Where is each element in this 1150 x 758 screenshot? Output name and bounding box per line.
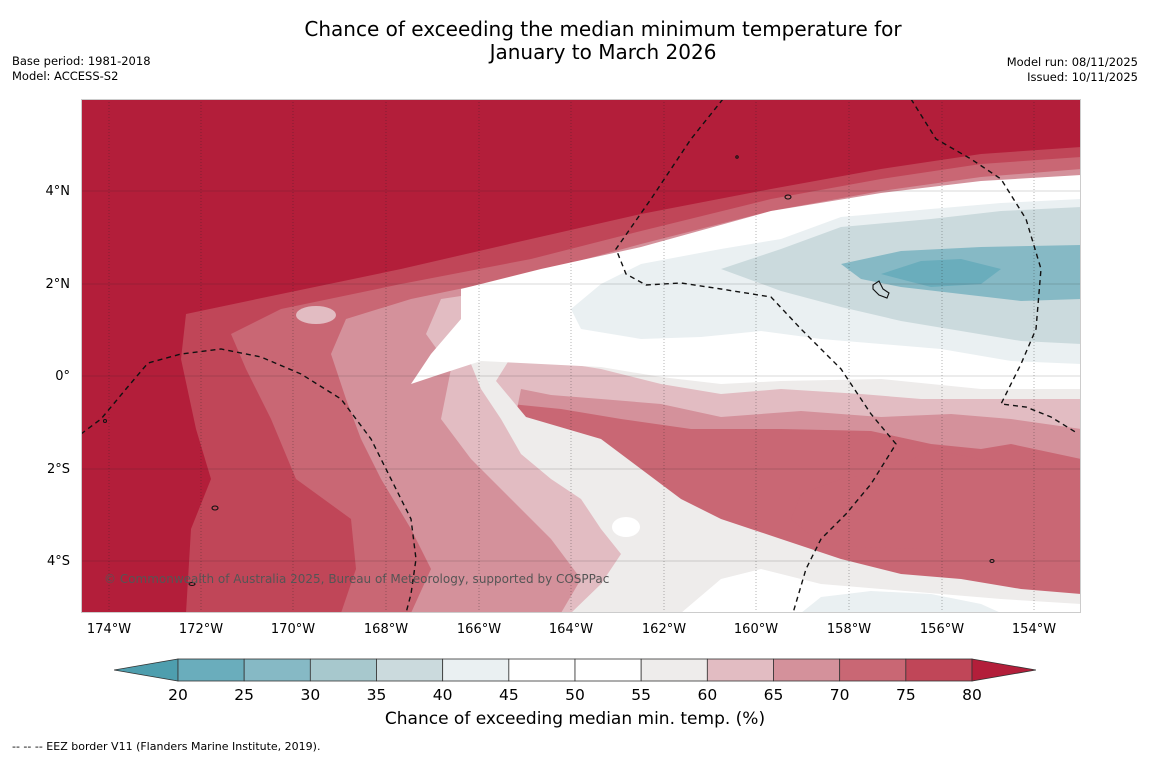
islands <box>102 155 995 587</box>
band-45-55-south <box>681 569 1081 613</box>
colorbar-tick-label: 45 <box>498 686 519 704</box>
forecast-map <box>80 98 1081 614</box>
lat-label: 2°N <box>45 277 71 292</box>
lon-label: 160°W <box>733 622 779 637</box>
colorbar-tick-label: 55 <box>631 686 652 704</box>
colorbar-segment <box>773 658 841 682</box>
band-40-45-south <box>801 591 1001 613</box>
colorbar-tick-label: 70 <box>829 686 850 704</box>
band-70-75-south <box>791 449 1081 613</box>
lon-label: 164°W <box>548 622 594 637</box>
copyright-note: © Commonwealth of Australia 2025, Bureau… <box>104 572 610 586</box>
title-line-2: January to March 2026 <box>489 40 717 64</box>
colorbar-tick-label: 20 <box>168 686 188 704</box>
colorbar-tick-label: 50 <box>565 686 585 704</box>
lon-label: 158°W <box>826 622 872 637</box>
lon-label: 162°W <box>641 622 687 637</box>
lon-label: 168°W <box>363 622 409 637</box>
colorbar-svg <box>113 658 1037 682</box>
colorbar-tick-label: 35 <box>366 686 387 704</box>
colorbar-segment <box>309 658 377 682</box>
band-65-70-spot <box>296 306 336 324</box>
colorbar-segment <box>574 658 642 682</box>
map-frame <box>81 99 1081 613</box>
parallels <box>81 190 1081 562</box>
colorbar-segment <box>442 658 510 682</box>
lon-label: 170°W <box>270 622 316 637</box>
colorbar-tick-label: 65 <box>763 686 784 704</box>
lat-label: 4°N <box>45 184 71 199</box>
lat-label: 4°S <box>46 554 70 569</box>
colorbar-segment <box>376 658 444 682</box>
title-line-1: Chance of exceeding the median minimum t… <box>304 17 902 41</box>
colorbar-extend-low <box>113 658 179 682</box>
lon-label: 166°W <box>456 622 502 637</box>
map-area <box>80 98 1081 614</box>
chart-title: Chance of exceeding the median minimum t… <box>0 18 1150 64</box>
lon-label: 172°W <box>178 622 224 637</box>
colorbar-segment <box>640 658 708 682</box>
colorbar-tick-label: 30 <box>300 686 321 704</box>
colorbar-tick-label: 80 <box>962 686 982 704</box>
model-name: Model: ACCESS-S2 <box>12 69 119 83</box>
lat-label: 0° <box>55 369 70 384</box>
issued-date: Issued: 10/11/2025 <box>1027 70 1138 84</box>
band-55-60-spot <box>612 517 640 537</box>
colorbar-tick-label: 60 <box>697 686 718 704</box>
colorbar-tick-label: 40 <box>432 686 453 704</box>
eez-legend-note: -- -- -- EEZ border V11 (Flanders Marine… <box>12 740 321 753</box>
lon-label: 156°W <box>919 622 965 637</box>
colorbar-extend-high <box>971 658 1037 682</box>
lat-label: 2°S <box>46 462 70 477</box>
lon-label: 154°W <box>1011 622 1057 637</box>
band-20-25 <box>881 259 1001 287</box>
colorbar-segment <box>508 658 576 682</box>
run-info: Model run: 08/11/2025 Issued: 10/11/2025 <box>1007 55 1138 85</box>
colorbar-segment <box>706 658 774 682</box>
colorbar-segment <box>905 658 973 682</box>
colorbar-tick-label: 75 <box>895 686 916 704</box>
colorbar-label: Chance of exceeding median min. temp. (%… <box>384 709 766 729</box>
model-run: Model run: 08/11/2025 <box>1006 55 1138 69</box>
colorbar-segment <box>839 658 907 682</box>
eez-borders <box>80 98 1078 614</box>
base-info: Base period: 1981-2018 Model: ACCESS-S2 <box>12 54 151 84</box>
colorbar-tick-label: 25 <box>234 686 255 704</box>
lon-label: 174°W <box>86 622 132 637</box>
colorbar-segment <box>243 658 311 682</box>
base-period: Base period: 1981-2018 <box>12 54 151 68</box>
colorbar <box>113 658 1037 688</box>
colorbar-segment <box>177 658 245 682</box>
